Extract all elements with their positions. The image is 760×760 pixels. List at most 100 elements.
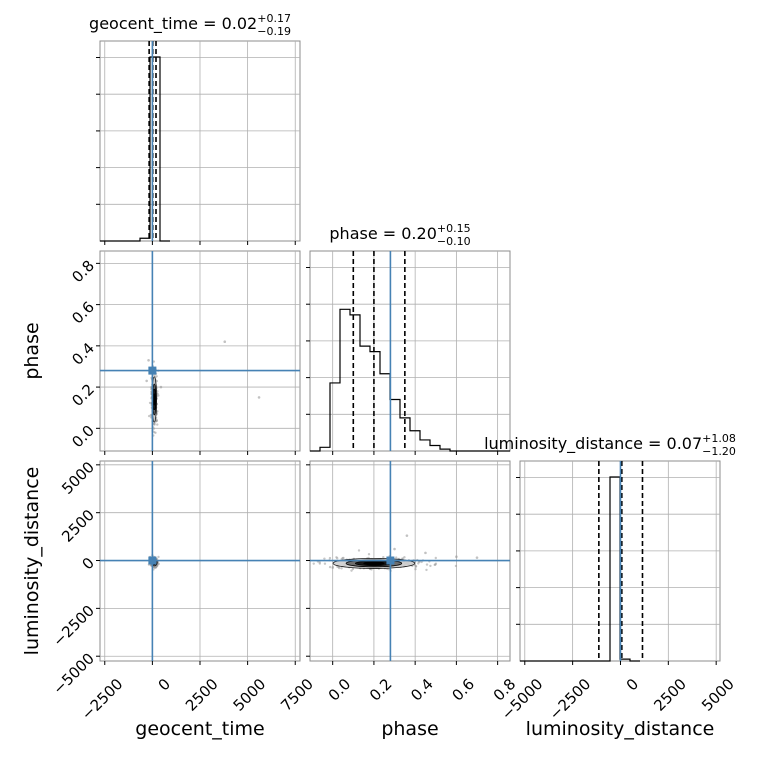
tick-label-x: 7500 <box>277 675 317 715</box>
x-axis-label-geocent_time: geocent_time <box>135 718 264 740</box>
tick-label-y: 0.2 <box>68 380 98 410</box>
sample-point <box>417 562 420 565</box>
sample-point <box>429 564 432 568</box>
tick-label-y: 5000 <box>58 458 98 498</box>
tick-label-x: 0.4 <box>407 675 437 705</box>
sample-point <box>414 567 417 571</box>
panel-title-geocent_time: geocent_time = 0.02+0.17 <box>89 12 291 34</box>
sample-point <box>155 375 158 378</box>
joint-panel-geocent_time-phase: 0.0 0.2 0.4 0.6 0.8 <box>68 250 301 455</box>
tick-label-x: 0.2 <box>366 675 396 705</box>
tick-label-y: 2500 <box>58 506 98 546</box>
sample-point <box>331 565 335 569</box>
joint-panel-phase-luminosity_distance: 0.0 0.2 0.4 0.6 0.8 <box>306 460 519 705</box>
sample-point <box>434 563 437 566</box>
sample-point <box>357 549 361 552</box>
sample-point <box>155 419 158 423</box>
y-axis-label-phase: phase <box>21 322 43 379</box>
title-base: luminosity_distance = 0.07 <box>484 434 702 454</box>
title-lower-error: −0.10 <box>437 235 471 248</box>
truth-marker <box>386 556 395 565</box>
tick-label-x: 2500 <box>650 675 690 715</box>
sample-point <box>367 553 371 556</box>
sample-point <box>157 562 160 566</box>
sample-point <box>350 569 353 572</box>
sample-point <box>475 556 479 559</box>
tick-label-x: 2500 <box>182 675 222 715</box>
tick-label-x: 0 <box>155 675 174 694</box>
tick-label-y: −5000 <box>49 649 98 698</box>
sample-point <box>147 358 150 362</box>
tick-label-y: −2500 <box>49 602 98 651</box>
tick-label-x: 0.6 <box>448 675 478 705</box>
histogram-step-luminosity_distance <box>520 476 640 662</box>
sample-point <box>148 401 152 405</box>
title-lower-error: −0.19 <box>257 25 291 38</box>
sample-point <box>147 414 151 418</box>
tick-label-x: 0 <box>623 675 642 694</box>
sample-point <box>152 360 156 363</box>
sample-point <box>351 567 355 571</box>
title-base: phase = 0.20 <box>329 224 436 243</box>
sample-point <box>153 430 156 434</box>
histogram-step-geocent_time <box>100 56 170 242</box>
title-lower-error: −1.20 <box>702 445 736 458</box>
sample-point <box>159 385 163 389</box>
density-contour <box>152 393 157 406</box>
sample-point <box>340 567 343 570</box>
histogram-step-phase <box>310 308 510 452</box>
title-base: geocent_time = 0.02 <box>89 14 257 34</box>
sample-point <box>403 556 406 559</box>
histogram-panel-geocent_time: geocent_time = 0.02+0.17−0.19 <box>89 12 301 245</box>
sample-point <box>425 568 428 572</box>
title-upper-error: +0.15 <box>437 222 471 235</box>
y-axis-label-luminosity_distance: luminosity_distance <box>21 467 43 656</box>
sample-point <box>157 394 160 397</box>
truth-marker <box>148 556 157 565</box>
tick-label-y: 0 <box>79 554 98 573</box>
sample-point <box>425 563 429 566</box>
truth-marker <box>148 366 157 375</box>
sample-point <box>328 556 332 560</box>
tick-label-x: 0.0 <box>325 675 355 705</box>
sample-point <box>393 547 396 551</box>
tick-label-x: −2500 <box>546 675 595 724</box>
tick-label-y: 0.6 <box>68 298 98 328</box>
panel-title-luminosity_distance: luminosity_distance = 0.07+1.08 <box>484 432 736 454</box>
x-axis-label-phase: phase <box>381 718 438 740</box>
axis-labels: geocent_time phase luminosity_distancephas… <box>21 322 714 740</box>
sample-point <box>424 551 427 555</box>
histogram-panel-phase: phase = 0.20+0.15−0.10 <box>306 222 511 455</box>
sample-point <box>145 379 148 383</box>
sample-point <box>312 562 315 565</box>
sample-point <box>434 556 437 560</box>
sample-point <box>420 560 423 564</box>
tick-label-y: 0.4 <box>68 339 98 369</box>
density-contour <box>363 561 385 566</box>
tick-label-x: 5000 <box>230 675 270 715</box>
tick-label-y: 0.8 <box>68 257 98 287</box>
sample-point <box>341 556 344 560</box>
sample-point <box>257 396 261 399</box>
sample-point <box>223 340 227 344</box>
sample-point <box>323 557 326 560</box>
sample-point <box>157 555 160 559</box>
title-upper-error: +1.08 <box>702 432 736 445</box>
title-upper-error: +0.17 <box>257 12 291 25</box>
tick-label-x: 5000 <box>698 675 738 715</box>
sample-point <box>156 423 159 426</box>
tick-label-x: −2500 <box>78 675 127 724</box>
sample-point <box>387 567 390 571</box>
tick-label-y: 0.0 <box>68 422 98 452</box>
panel-title-phase: phase = 0.20+0.15 <box>329 222 470 243</box>
sample-point <box>414 565 417 568</box>
sample-point <box>454 564 458 568</box>
sample-point <box>405 534 409 537</box>
sample-point <box>323 562 327 565</box>
sample-point <box>338 566 341 570</box>
sample-point <box>335 556 338 559</box>
x-axis-label-luminosity_distance: luminosity_distance <box>526 718 715 740</box>
